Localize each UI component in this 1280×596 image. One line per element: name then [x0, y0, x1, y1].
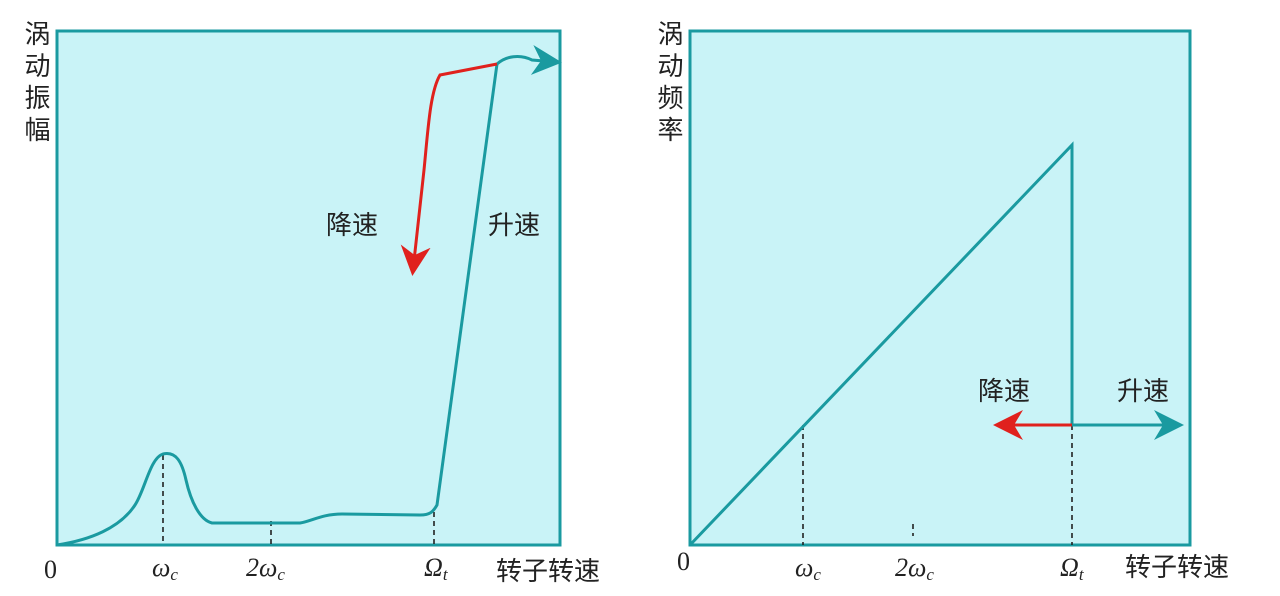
frequency-panel: 涡动频率 降速 升速 0 ωc 2ωc Ωt 转子转速: [653, 20, 1229, 584]
y-label: 涡动振幅: [20, 20, 50, 148]
amplitude-panel: 涡动振幅 降速 升速 0 ωc 2ωc Ωt 转子转速: [20, 20, 600, 587]
tick-label: 2ωc: [246, 553, 285, 584]
plot-area: [55, 29, 562, 547]
x-label: 转子转速: [496, 557, 600, 587]
y-label: 涡动频率: [653, 20, 683, 148]
origin-label: 0: [44, 555, 57, 584]
origin-label: 0: [677, 547, 690, 576]
slow-down-label: 降速: [326, 211, 378, 241]
tick-label: Ωt: [424, 553, 449, 584]
tick-label: Ωt: [1060, 553, 1085, 584]
tick-label: ωc: [152, 553, 178, 584]
tick-label: ωc: [795, 553, 821, 584]
tick-label: 2ωc: [895, 553, 934, 584]
slow-down-label: 降速: [978, 377, 1030, 407]
speed-up-label: 升速: [488, 211, 540, 241]
slow-down-curve: [400, 62, 498, 276]
frequency-line: [688, 141, 1074, 547]
speed-up-curve: [56, 45, 562, 547]
speed-up-label: 升速: [1117, 377, 1169, 407]
x-label: 转子转速: [1125, 553, 1229, 583]
